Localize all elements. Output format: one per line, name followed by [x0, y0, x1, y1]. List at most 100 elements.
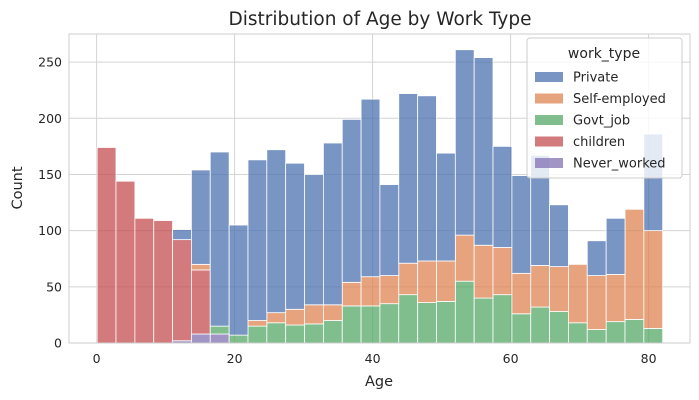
bar-private [436, 152, 456, 262]
bar-self-employed [304, 304, 324, 325]
bar-self-employed [341, 281, 362, 307]
legend-swatch [535, 115, 563, 125]
bar-self-employed [549, 266, 569, 312]
bar-private [304, 174, 324, 306]
bar-private [605, 217, 626, 275]
y-tick-label: 150 [38, 167, 62, 182]
bar-self-employed [398, 262, 419, 296]
bar-private [209, 151, 230, 327]
x-tick-label: 20 [227, 351, 243, 366]
bar-self-employed [360, 276, 381, 307]
bar-govt-job [341, 305, 362, 344]
legend-label: Govt_job [573, 114, 630, 129]
bar-private [417, 95, 437, 262]
bar-private [360, 98, 381, 278]
bar-self-employed [266, 312, 287, 324]
bar-govt-job [530, 306, 550, 344]
y-tick-label: 250 [38, 55, 62, 70]
bar-private [549, 204, 569, 267]
x-axis-title: Age [365, 374, 393, 390]
bar-private [172, 229, 192, 241]
bar-self-employed [568, 263, 588, 324]
bar-govt-job [586, 329, 607, 344]
bar-self-employed [624, 208, 645, 320]
bar-govt-job [605, 321, 626, 344]
bar-self-employed [530, 265, 550, 308]
x-tick-label: 0 [93, 351, 101, 366]
bar-self-employed [605, 274, 626, 323]
bar-govt-job [473, 297, 494, 344]
y-tick-label: 50 [46, 279, 62, 294]
bar-self-employed [417, 260, 437, 303]
bar-private [492, 145, 513, 248]
x-tick-label: 60 [503, 351, 519, 366]
bar-self-employed [436, 260, 456, 302]
bar-govt-job [417, 302, 437, 344]
bar-self-employed [511, 272, 532, 315]
legend-label: children [573, 135, 625, 150]
bar-govt-job [568, 322, 588, 344]
plot-frame [68, 33, 691, 344]
bar-private [398, 93, 419, 264]
legend-swatch [535, 158, 563, 168]
legend-swatch [535, 136, 563, 147]
bar-private [473, 57, 494, 246]
legend-item-children: children [535, 135, 625, 150]
bar-self-employed [379, 275, 400, 305]
bar-children [191, 269, 211, 335]
bar-children [115, 180, 136, 344]
y-axis-title: Count [10, 166, 26, 209]
bar-private [285, 162, 305, 310]
bar-self-employed [323, 304, 343, 321]
bar-govt-job [436, 301, 456, 344]
bar-govt-job [511, 313, 532, 344]
legend-label: Private [573, 71, 618, 86]
bar-govt-job [549, 311, 569, 344]
bar-govt-job [643, 327, 664, 344]
y-tick-label: 0 [54, 336, 62, 351]
tick-labels: 0 20 40 60 80 0 50 100 150 200 250 [38, 55, 656, 366]
legend-item-never-worked: Never_worked [535, 157, 666, 172]
bar-govt-job [209, 325, 230, 335]
legend-box [526, 37, 683, 179]
legend-item-govt-job: Govt_job [535, 114, 630, 129]
legend-item-private: Private [535, 71, 618, 86]
bars [96, 49, 664, 344]
bar-govt-job [247, 325, 268, 344]
bar-self-employed [473, 244, 494, 299]
legend-swatch [535, 93, 563, 104]
bar-govt-job [266, 322, 287, 344]
bar-children [96, 147, 117, 344]
legend-swatch [535, 72, 563, 82]
bar-govt-job [304, 323, 324, 344]
bar-govt-job [624, 319, 645, 344]
bar-self-employed [191, 263, 211, 271]
x-tick-label: 80 [641, 351, 657, 366]
y-tick-label: 200 [38, 111, 62, 126]
bar-private [341, 118, 362, 283]
bar-children [153, 220, 173, 344]
legend-label: Never_worked [573, 157, 666, 172]
bar-private [266, 149, 287, 314]
y-tick-label: 100 [38, 223, 62, 238]
bar-private [454, 49, 475, 236]
bar-self-employed [643, 230, 664, 329]
bar-govt-job [228, 334, 249, 344]
bar-children [134, 217, 155, 344]
bar-self-employed [285, 308, 305, 326]
bar-govt-job [323, 320, 343, 344]
bar-private [586, 240, 607, 276]
bar-never-worked [209, 333, 230, 344]
bar-private [323, 142, 343, 306]
bar-govt-job [454, 280, 475, 344]
legend-title: work_type [568, 46, 640, 62]
x-tick-label: 40 [365, 351, 381, 366]
legend: work_type Private Self-employed Govt_jobch… [526, 37, 683, 179]
bar-private [228, 224, 249, 336]
bar-never-worked [191, 333, 211, 344]
bar-private [511, 175, 532, 274]
bar-private [379, 184, 400, 276]
legend-item-self-employed: Self-employed [535, 92, 666, 107]
